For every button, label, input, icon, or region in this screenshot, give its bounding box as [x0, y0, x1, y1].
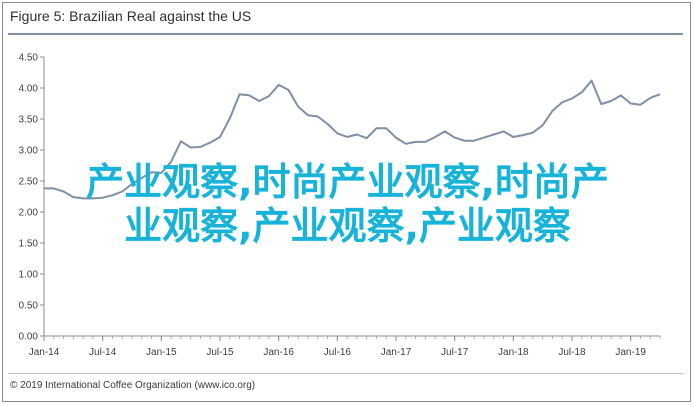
y-tick-label: 1.00 [19, 270, 39, 281]
y-tick-label: 0.00 [19, 332, 39, 343]
watermark-line-2: 业观察,产业观察,产业观察 [124, 204, 571, 248]
y-axis: 0.00 0.50 1.00 1.50 2.00 2.50 3.00 3.50 4.00 4.50 [19, 53, 45, 343]
x-tick-label: Jan-17 [381, 347, 412, 358]
x-tick-label: Jan-19 [615, 347, 646, 358]
x-tick-label: Jan-14 [29, 347, 60, 358]
y-tick-label: 0.50 [19, 301, 39, 312]
x-tick-label: Jul-16 [324, 347, 352, 358]
watermark-line-1: 产业观察,时尚产业观察,时尚产 [86, 160, 609, 204]
x-tick-label: Jul-18 [558, 347, 586, 358]
watermark-text-overlay: 产业观察,时尚产业观察,时尚产 业观察,产业观察,产业观察 [0, 160, 695, 248]
y-tick-label: 2.50 [19, 177, 39, 188]
y-tick-label: 3.50 [19, 115, 39, 126]
y-tick-label: 4.50 [19, 53, 39, 64]
figure-frame [2, 2, 691, 402]
series-layer [44, 79, 661, 200]
y-tick-label: 2.00 [19, 208, 39, 219]
series-line [44, 79, 661, 200]
title-divider [8, 33, 683, 35]
chart-title: Figure 5: Brazilian Real against the US [10, 8, 252, 24]
x-axis: Jan-14 Jul-14 Jan-15 Jul-15 Jan-16 Jul-16 Jan-… [29, 335, 661, 358]
x-tick-label: Jan-18 [498, 347, 529, 358]
x-tick-label: Jan-16 [263, 347, 294, 358]
x-tick-label: Jul-14 [89, 347, 117, 358]
footer-divider [8, 373, 683, 374]
y-tick-label: 1.50 [19, 239, 39, 250]
y-tick-label: 3.00 [19, 146, 39, 157]
x-tick-label: Jul-17 [441, 347, 469, 358]
y-tick-label: 4.00 [19, 84, 39, 95]
x-tick-label: Jan-15 [146, 347, 177, 358]
copyright-footer: © 2019 International Coffee Organization… [10, 380, 256, 391]
x-tick-label: Jul-15 [206, 347, 234, 358]
